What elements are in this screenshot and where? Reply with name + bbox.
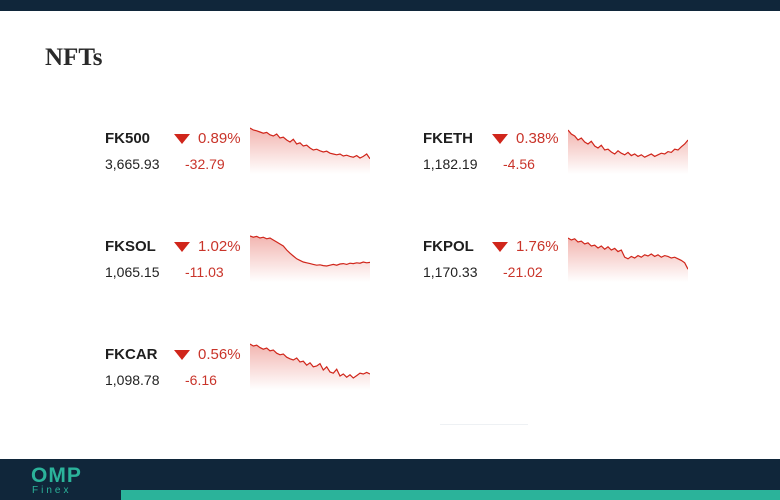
ticker-card-fkpol[interactable]: FKPOL 1.76% 1,170.33 -21.02 — [423, 237, 713, 298]
ticker-price: 3,665.93 — [105, 156, 160, 172]
logo-subtitle: Finex — [32, 485, 72, 496]
down-arrow-icon — [492, 134, 508, 144]
down-arrow-icon — [174, 134, 190, 144]
ticker-price: 1,098.78 — [105, 372, 160, 388]
ticker-price: 1,065.15 — [105, 264, 160, 280]
ticker-card-fksol[interactable]: FKSOL 1.02% 1,065.15 -11.03 — [105, 235, 395, 298]
ticker-price: 1,182.19 — [423, 156, 478, 172]
ticker-card-fk500[interactable]: FK500 0.89% 3,665.93 -32.79 — [105, 127, 395, 190]
sparkline-area — [250, 344, 370, 390]
ticker-symbol: FK500 — [105, 130, 151, 147]
sparkline-area — [568, 130, 688, 174]
ticker-percent-change: 0.38% — [516, 130, 559, 147]
sparkline-svg — [568, 129, 688, 174]
ticker-percent-change: 1.02% — [198, 238, 241, 255]
ticker-change: -11.03 — [185, 264, 224, 280]
sparkline-svg — [568, 237, 688, 282]
sparkline-area — [568, 238, 688, 282]
ticker-percent-change: 0.89% — [198, 130, 241, 147]
ticker-symbol: FKETH — [423, 130, 473, 147]
divider — [440, 424, 528, 425]
sparkline-svg — [250, 235, 370, 282]
sparkline-line — [568, 129, 688, 158]
ticker-change: -32.79 — [185, 156, 225, 172]
sparkline-line — [250, 127, 370, 160]
sparkline-chart — [250, 232, 370, 282]
sparkline-chart — [568, 124, 688, 174]
ticker-symbol: FKSOL — [105, 238, 156, 255]
ticker-symbol: FKCAR — [105, 346, 158, 363]
ticker-price: 1,170.33 — [423, 264, 478, 280]
ticker-percent-change: 0.56% — [198, 346, 241, 363]
sparkline-chart — [250, 340, 370, 390]
ticker-card-fketh[interactable]: FKETH 0.38% 1,182.19 -4.56 — [423, 129, 713, 190]
sparkline-line — [250, 235, 370, 267]
ticker-change: -21.02 — [503, 264, 543, 280]
sparkline-svg — [250, 127, 370, 174]
down-arrow-icon — [174, 350, 190, 360]
sparkline-area — [250, 236, 370, 282]
ticker-percent-change: 1.76% — [516, 238, 559, 255]
brand-logo[interactable]: OMP Finex — [31, 462, 101, 500]
logo-wordmark: OMP — [31, 464, 82, 487]
sparkline-line — [250, 343, 370, 379]
sparkline-svg — [250, 343, 370, 390]
ticker-change: -6.16 — [185, 372, 217, 388]
top-nav-bar — [0, 0, 780, 11]
ticker-symbol: FKPOL — [423, 238, 474, 255]
ticker-change: -4.56 — [503, 156, 535, 172]
footer-accent-stripe — [121, 490, 780, 500]
sparkline-chart — [250, 124, 370, 174]
sparkline-area — [250, 128, 370, 174]
down-arrow-icon — [492, 242, 508, 252]
down-arrow-icon — [174, 242, 190, 252]
ticker-card-fkcar[interactable]: FKCAR 0.56% 1,098.78 -6.16 — [105, 343, 395, 406]
sparkline-line — [568, 237, 688, 270]
sparkline-chart — [568, 232, 688, 282]
page-title: NFTs — [45, 44, 103, 71]
